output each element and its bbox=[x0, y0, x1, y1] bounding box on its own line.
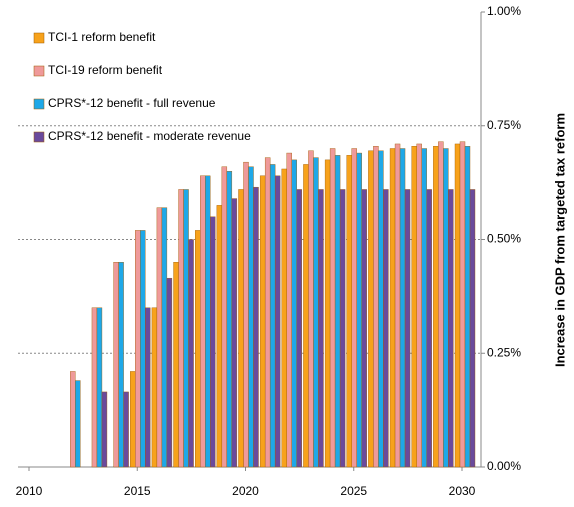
bar bbox=[96, 307, 103, 468]
bar bbox=[199, 175, 206, 468]
bar bbox=[313, 157, 319, 468]
bar bbox=[209, 216, 216, 468]
legend-label: TCI-19 reform benefit bbox=[48, 63, 163, 77]
bar bbox=[75, 380, 81, 468]
legend-label: CPRS*-12 benefit - full revenue bbox=[48, 96, 216, 110]
bar bbox=[91, 307, 98, 468]
bar bbox=[161, 207, 168, 468]
bar bbox=[469, 189, 476, 468]
bar bbox=[296, 189, 302, 468]
y-tick-label: 0.75% bbox=[487, 118, 521, 132]
legend-label: CPRS*-12 benefit - moderate revenue bbox=[48, 129, 251, 143]
bar bbox=[448, 189, 454, 468]
bar bbox=[281, 168, 287, 468]
bar bbox=[329, 148, 336, 468]
bar bbox=[248, 166, 254, 468]
bar bbox=[216, 205, 223, 468]
bar bbox=[259, 175, 266, 468]
bar bbox=[421, 148, 427, 468]
y-axis-title: Increase in GDP from targeted tax reform bbox=[552, 113, 567, 367]
bar bbox=[404, 189, 411, 468]
bar bbox=[156, 207, 163, 468]
x-tick-label: 2025 bbox=[340, 484, 367, 498]
bar bbox=[361, 189, 367, 468]
bar bbox=[173, 262, 179, 468]
bar bbox=[389, 148, 396, 468]
bar bbox=[356, 152, 362, 468]
bar bbox=[101, 391, 108, 468]
bar bbox=[269, 164, 276, 468]
y-tick-label: 1.00% bbox=[487, 4, 521, 18]
bar bbox=[394, 143, 401, 468]
bar bbox=[183, 189, 189, 468]
bar bbox=[226, 171, 233, 468]
bar bbox=[464, 146, 471, 468]
bar bbox=[399, 148, 406, 468]
bar bbox=[454, 143, 461, 468]
x-tick-label: 2030 bbox=[449, 484, 476, 498]
bar bbox=[243, 161, 249, 468]
bar bbox=[286, 152, 292, 468]
y-tick-label: 0.25% bbox=[487, 345, 521, 359]
legend-swatch bbox=[33, 65, 45, 77]
bar bbox=[351, 148, 357, 468]
bar bbox=[291, 159, 297, 468]
bar bbox=[231, 198, 238, 468]
bar bbox=[194, 230, 201, 468]
x-tick-label: 2010 bbox=[16, 484, 43, 498]
bar bbox=[238, 189, 244, 468]
bar bbox=[135, 230, 141, 468]
legend-swatch bbox=[33, 131, 45, 143]
bar bbox=[204, 175, 211, 468]
bar bbox=[383, 189, 389, 468]
bar bbox=[274, 175, 281, 468]
y-tick-label: 0.50% bbox=[487, 232, 521, 246]
bar bbox=[178, 189, 184, 468]
bar bbox=[378, 150, 384, 468]
bar bbox=[303, 164, 309, 468]
x-tick-label: 2015 bbox=[124, 484, 151, 498]
legend-swatch bbox=[33, 98, 45, 110]
bar bbox=[426, 189, 432, 468]
x-tick-label: 2020 bbox=[232, 484, 259, 498]
bar bbox=[334, 155, 341, 468]
bar bbox=[459, 141, 466, 468]
bar bbox=[443, 148, 449, 468]
bar bbox=[70, 371, 76, 468]
legend-label: TCI-1 reform benefit bbox=[48, 30, 156, 44]
bar bbox=[188, 239, 194, 468]
bar bbox=[113, 262, 119, 468]
bar bbox=[373, 146, 379, 468]
bar bbox=[130, 371, 136, 468]
bar bbox=[264, 157, 271, 468]
bar bbox=[339, 189, 346, 468]
bar bbox=[324, 159, 331, 468]
bar bbox=[411, 146, 417, 468]
bar bbox=[145, 307, 151, 468]
bar bbox=[438, 141, 444, 468]
bar bbox=[151, 307, 158, 468]
bar bbox=[346, 155, 352, 468]
bar bbox=[318, 189, 324, 468]
bar bbox=[140, 230, 146, 468]
bar bbox=[166, 277, 173, 468]
bar bbox=[253, 186, 259, 468]
bar bbox=[221, 166, 228, 468]
bar bbox=[433, 146, 439, 468]
bar bbox=[416, 143, 422, 468]
bar bbox=[308, 150, 314, 468]
legend-swatch bbox=[33, 32, 45, 44]
y-tick-label: 0.00% bbox=[487, 459, 521, 473]
bar bbox=[368, 150, 374, 468]
bar bbox=[118, 262, 124, 468]
bar bbox=[123, 391, 129, 468]
